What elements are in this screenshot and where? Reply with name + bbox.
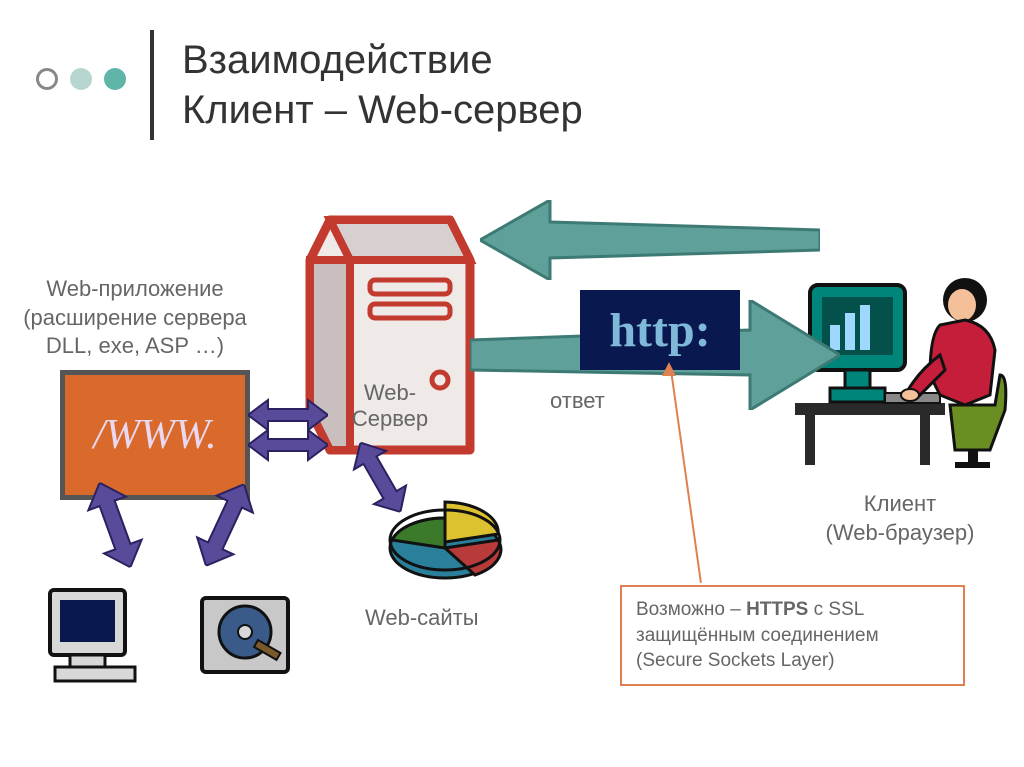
callout-arrow-head (662, 362, 676, 376)
label-client: Клиент (Web-браузер) (800, 490, 1000, 547)
websites-pie-icon (380, 490, 510, 590)
www-text: /WWW. (93, 411, 216, 459)
arrow-request (480, 200, 820, 280)
http-text: http: (609, 303, 710, 358)
arrow-www-server (248, 395, 328, 465)
http-protocol-tile: http: (580, 290, 740, 370)
callout-https: Возможно – HTTPS с SSL защищённым соедин… (620, 585, 965, 686)
diagram-stage: Web- Сервер запрос ответ Web-приложение … (0, 0, 1024, 767)
disk-icon (190, 580, 300, 690)
pc-icon-1 (40, 580, 150, 690)
label-websites: Web-сайты (365, 605, 479, 631)
label-webapp: Web-приложение (расширение сервера DLL, … (20, 275, 250, 361)
label-server: Web- Сервер (335, 380, 445, 432)
